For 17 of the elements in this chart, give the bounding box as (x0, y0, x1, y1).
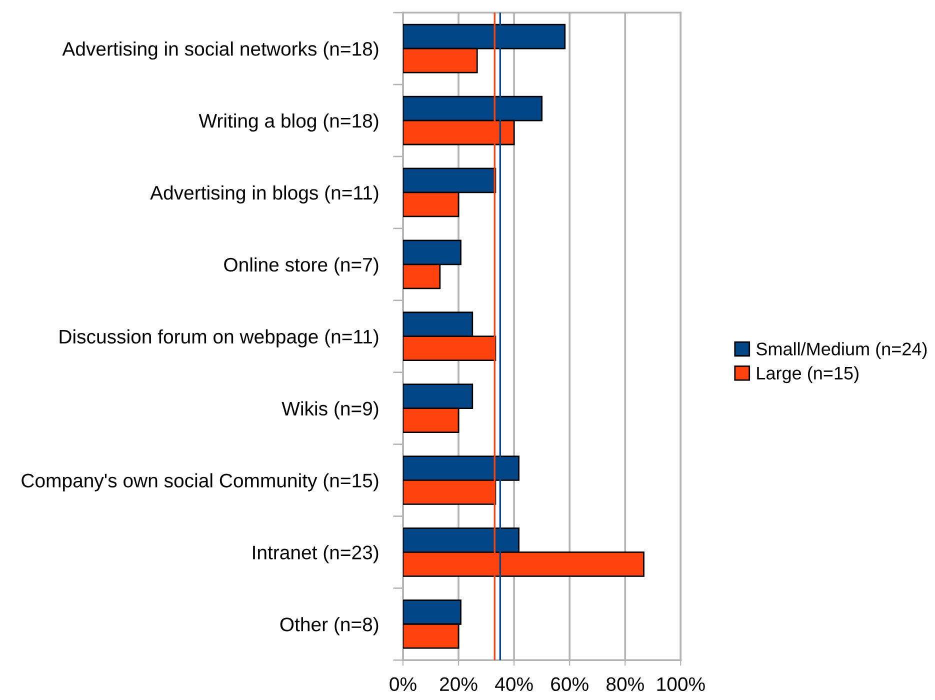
legend-label: Large (n=15) (757, 366, 858, 384)
legend-label: Small/Medium (n=24) (756, 342, 927, 359)
y-tick-label: Wikis (n=9) (282, 401, 378, 420)
x-tick-label: 100% (657, 677, 705, 692)
x-tick-label: 80% (606, 677, 644, 692)
x-tick-label: 20% (440, 677, 478, 692)
y-tick-label: Writing a blog (n=18) (198, 113, 378, 132)
y-tick-label: Advertising in blogs (n=11) (150, 185, 378, 204)
y-tick-label: Advertising in social networks (n=18) (62, 42, 378, 60)
y-tick-label: Intranet (n=23) (253, 545, 378, 564)
x-tick-label: 60% (551, 677, 588, 692)
x-tick-label: 40% (495, 677, 533, 692)
y-tick-label: Other (n=8) (280, 617, 378, 636)
y-tick-label: Company's own social Community (n=15) (22, 473, 378, 492)
y-tick-label: Online store (n=7) (224, 257, 378, 276)
x-tick-label: 0% (390, 677, 416, 692)
y-tick-label: Discussion forum on webpage (n=11) (60, 329, 378, 348)
